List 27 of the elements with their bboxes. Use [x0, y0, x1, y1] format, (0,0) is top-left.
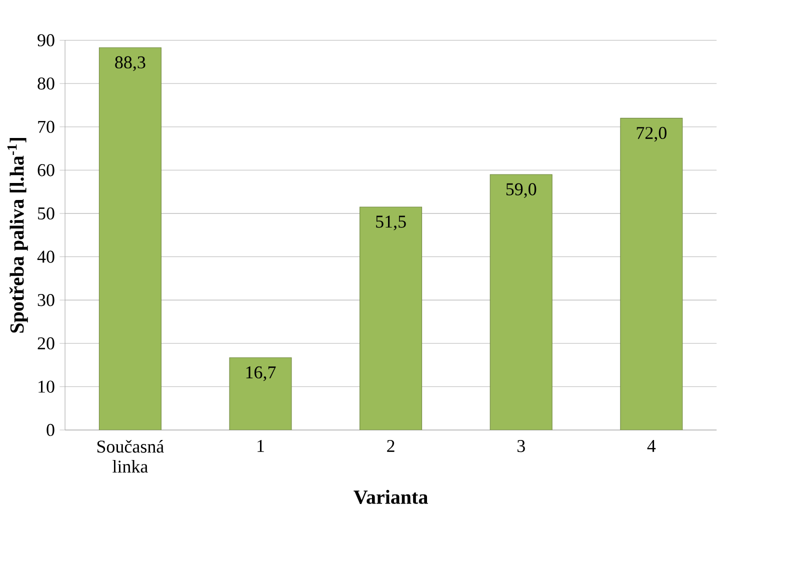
data-label: 72,0 — [636, 126, 666, 142]
y-tick-label: 30 — [38, 294, 54, 306]
bar — [490, 174, 552, 430]
bar — [229, 357, 292, 430]
y-tick-label: 0 — [46, 424, 54, 436]
y-tick-label: 20 — [38, 337, 54, 350]
y-tick-label: 60 — [38, 164, 54, 176]
x-tick-label: 3 — [517, 440, 525, 452]
y-tick-label: 80 — [38, 77, 54, 90]
x-tick-label: 2 — [387, 440, 394, 452]
x-axis-title: Varianta — [354, 490, 428, 504]
data-label: 51,5 — [376, 216, 406, 230]
data-label: 59,0 — [506, 183, 536, 198]
bar — [620, 118, 683, 430]
y-tick-label: 10 — [38, 380, 54, 393]
y-tick-label: 50 — [38, 207, 54, 220]
bar — [360, 206, 422, 430]
y-tick-label: 90 — [38, 34, 54, 46]
data-label: 88,3 — [115, 56, 146, 71]
y-axis-title: Spotřeba paliva [l.ha$^{-1}$] — [7, 138, 28, 333]
x-tick-label: 4 — [647, 440, 656, 452]
bar — [98, 47, 162, 430]
x-tick-label: 1 — [258, 440, 264, 452]
x-tick-label: Současná linka — [97, 440, 164, 473]
y-tick-label: 70 — [38, 120, 54, 133]
y-tick-label: 40 — [37, 250, 54, 263]
data-label: 16,7 — [246, 366, 276, 381]
